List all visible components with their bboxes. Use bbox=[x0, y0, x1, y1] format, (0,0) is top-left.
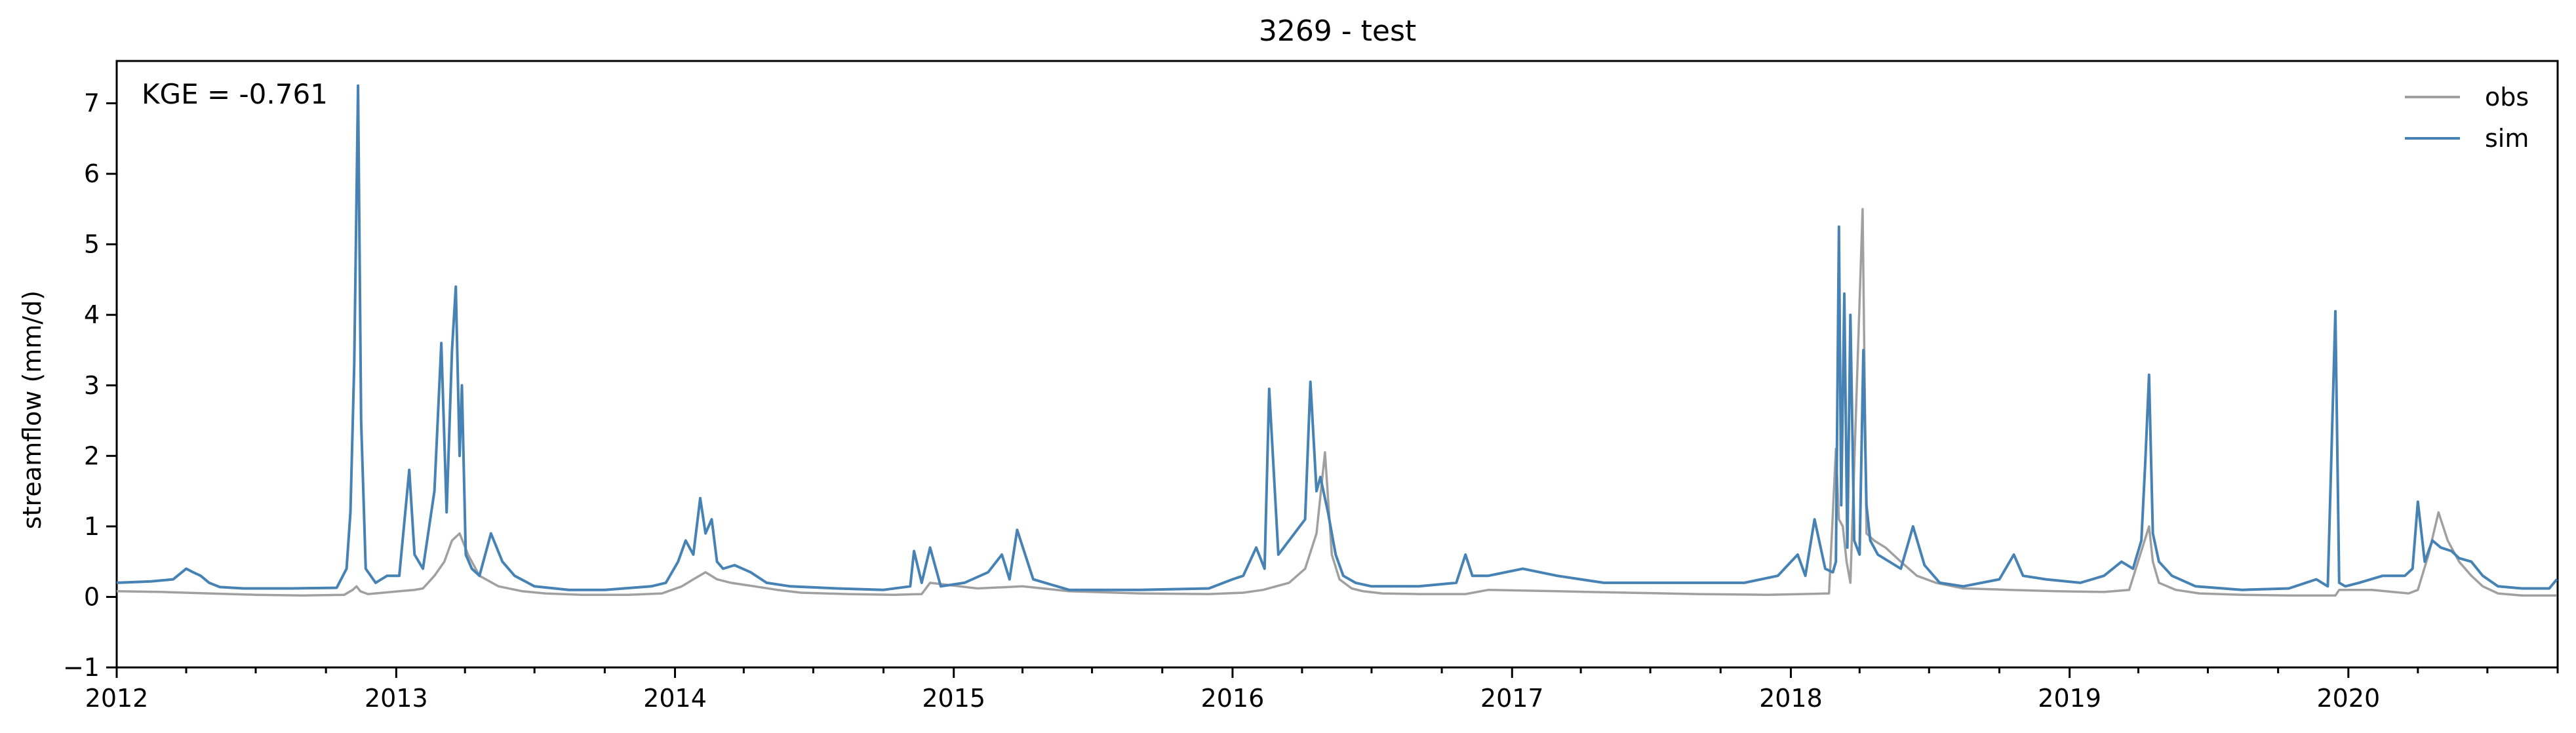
x-tick-label: 2014 bbox=[643, 684, 707, 713]
plot-frame bbox=[115, 60, 2559, 669]
legend-label-sim: sim bbox=[2485, 124, 2529, 153]
x-tick-label: 2015 bbox=[922, 684, 985, 713]
y-tick-label: 4 bbox=[84, 300, 100, 329]
x-tick-label: 2016 bbox=[1201, 684, 1265, 713]
y-tick-label: 6 bbox=[84, 159, 100, 188]
y-tick-label: 1 bbox=[84, 512, 100, 541]
x-tick-label: 2020 bbox=[2316, 684, 2380, 713]
series-line-sim bbox=[116, 84, 2558, 591]
x-tick-label: 2013 bbox=[365, 684, 428, 713]
y-tick-label: 2 bbox=[84, 441, 100, 470]
y-axis-label: streamflow (mm/d) bbox=[18, 290, 47, 529]
legend: obs sim bbox=[2405, 83, 2529, 153]
y-axis: −1 0 1 2 3 4 5 6 7 bbox=[63, 89, 117, 682]
y-tick-label: −1 bbox=[63, 653, 100, 682]
series-layer bbox=[116, 84, 2558, 597]
y-tick-label: 5 bbox=[84, 230, 100, 259]
x-tick-label: 2012 bbox=[85, 684, 149, 713]
x-tick-label: 2019 bbox=[2038, 684, 2101, 713]
series-line-obs bbox=[116, 208, 2557, 597]
kge-annotation: KGE = -0.761 bbox=[142, 78, 328, 110]
y-tick-label: 7 bbox=[84, 89, 100, 118]
y-tick-label: 0 bbox=[84, 582, 100, 611]
plot-area bbox=[115, 60, 2559, 669]
legend-label-obs: obs bbox=[2485, 83, 2529, 111]
chart-title: 3269 - test bbox=[1259, 14, 1416, 48]
y-tick-label: 3 bbox=[84, 371, 100, 400]
x-tick-label: 2018 bbox=[1759, 684, 1823, 713]
x-tick-label: 2017 bbox=[1480, 684, 1544, 713]
x-axis: 2012 2013 2014 2015 2016 2017 2018 2019 2020 bbox=[85, 667, 2559, 713]
